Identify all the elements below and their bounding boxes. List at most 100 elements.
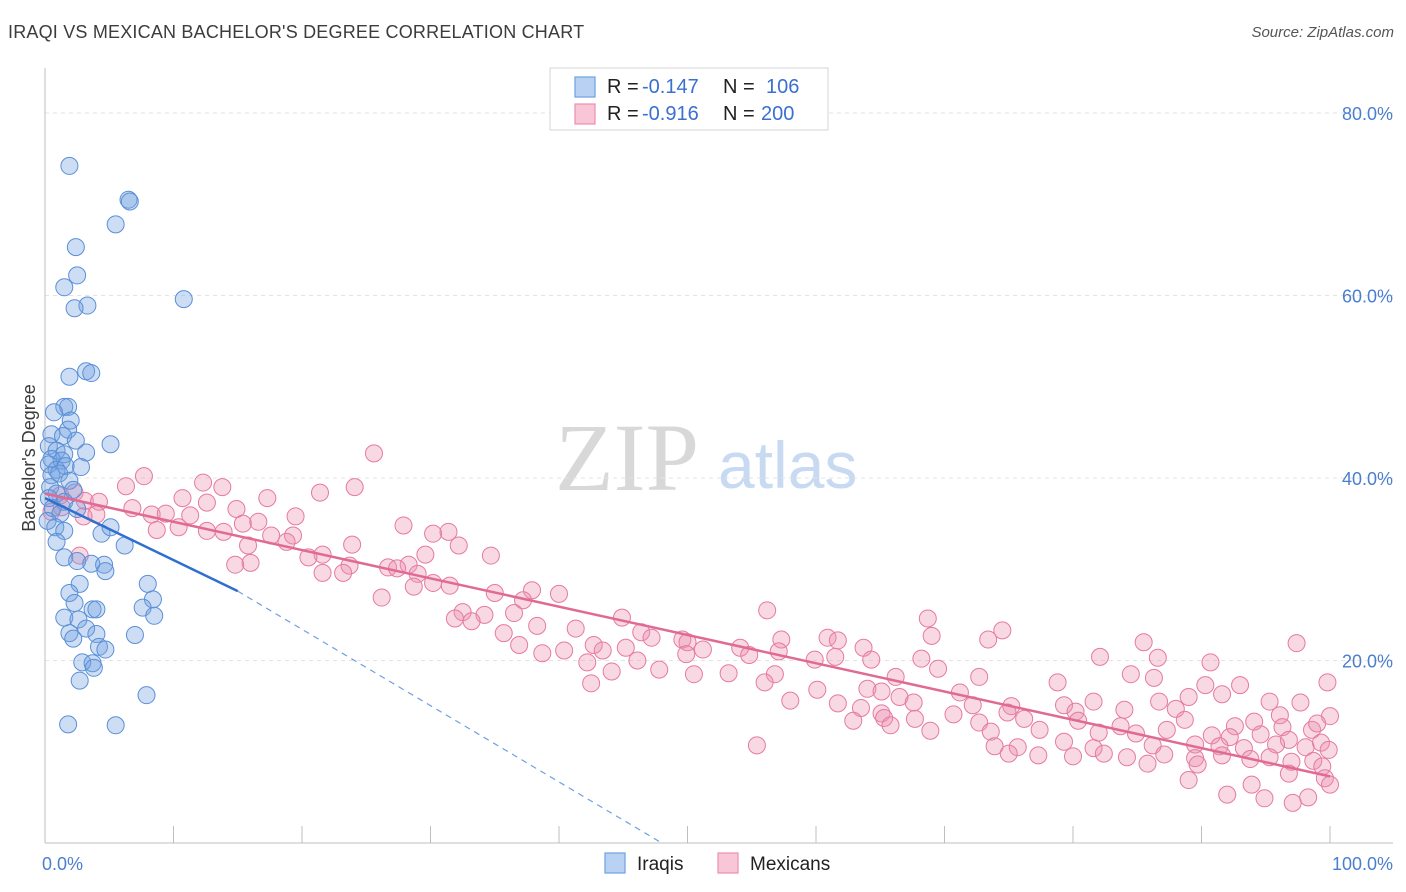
iraqi-point: [73, 653, 92, 672]
watermark-atlas: atlas: [718, 428, 857, 502]
mexican-point: [921, 721, 940, 740]
iraqi-point: [106, 215, 125, 234]
mexican-point: [650, 660, 669, 679]
mexican-point: [1188, 755, 1207, 774]
legend-row2-n-value: 200: [761, 103, 794, 125]
mexican-point: [872, 682, 891, 701]
iraqi-point: [68, 266, 87, 285]
mexican-point: [566, 619, 585, 638]
legend-row1-r-label: R =: [607, 76, 639, 98]
mexican-point: [998, 703, 1017, 722]
mexican-point: [904, 693, 923, 712]
mexican-point: [197, 493, 216, 512]
iraqi-point: [138, 574, 157, 593]
mexican-point: [1220, 728, 1239, 747]
iraqi-point: [65, 594, 84, 613]
iraqi-point: [96, 562, 115, 581]
mexican-point: [394, 516, 413, 535]
iraqi-point: [101, 435, 120, 454]
x-tick-label: 100.0%: [1332, 854, 1393, 874]
iraqi-point: [82, 554, 101, 573]
iraqi-point: [66, 238, 85, 257]
iraqi-point: [56, 457, 75, 476]
mexican-point: [1251, 725, 1270, 744]
mexican-point: [1260, 692, 1279, 711]
iraqi-point: [77, 443, 96, 462]
tick-labels: 20.0% 40.0% 60.0% 80.0% 0.0% 100.0%: [42, 104, 1393, 874]
mexican-point: [993, 621, 1012, 640]
iraqi-point: [145, 606, 164, 625]
legend-row1-r-value: -0.147: [642, 76, 699, 98]
mexican-point: [642, 628, 661, 647]
mexican-point: [449, 536, 468, 555]
mexican-point: [286, 507, 305, 526]
mexican-point: [1231, 676, 1250, 695]
mexican-point: [1242, 775, 1261, 794]
iraqi-point: [55, 278, 74, 297]
iraqi-point: [137, 686, 156, 705]
iraqi-point: [60, 583, 79, 602]
mexican-point: [684, 665, 703, 684]
mexican-point: [677, 645, 696, 664]
bottom-legend-mexicans-swatch: [717, 852, 739, 874]
iraqi-point: [38, 511, 57, 530]
mexican-point: [1175, 710, 1194, 729]
iraqi-point: [60, 156, 79, 175]
mexican-point: [1318, 673, 1337, 692]
y-axis-label: Bachelor's Degree: [19, 384, 39, 532]
mexican-point: [528, 616, 547, 635]
mexican-point: [981, 722, 1000, 741]
mexican-point: [439, 522, 458, 541]
iraqi-point: [60, 471, 79, 490]
iraqi-point: [68, 552, 87, 571]
mexican-point: [147, 521, 166, 540]
mexicans-trend-line: [44, 492, 1331, 778]
mexican-point: [999, 744, 1018, 763]
mexican-point: [755, 673, 774, 692]
mexican-point: [258, 489, 277, 508]
mexican-point: [1138, 754, 1157, 773]
mexican-point: [481, 546, 500, 565]
mexican-point: [310, 483, 329, 502]
axes: [44, 68, 1393, 844]
mexican-point: [1117, 748, 1136, 767]
mexican-point: [740, 646, 759, 665]
iraqi-point: [42, 425, 61, 444]
mexican-point: [1287, 634, 1306, 653]
mexican-point: [929, 659, 948, 678]
mexican-point: [134, 467, 153, 486]
mexican-point: [582, 674, 601, 693]
mexican-point: [828, 694, 847, 713]
mexican-point: [1321, 775, 1339, 794]
mexican-point: [772, 630, 791, 649]
x-tick-label: 0.0%: [42, 854, 83, 874]
mexican-point: [1008, 738, 1027, 757]
mexican-point: [1283, 793, 1302, 812]
legend-row2-r-label: R =: [607, 103, 639, 125]
iraqi-point: [50, 464, 69, 483]
mexican-point: [1308, 714, 1327, 733]
mexican-point: [1196, 676, 1215, 695]
grid-lines: [45, 112, 1393, 661]
mexican-point: [1319, 740, 1338, 759]
iraqi-point: [125, 625, 144, 644]
mexican-point: [494, 624, 513, 643]
mexican-point: [181, 506, 200, 525]
mexican-point: [194, 473, 213, 492]
mexican-point: [555, 641, 574, 660]
iraqi-point: [46, 518, 65, 537]
mexican-point: [1121, 665, 1140, 684]
mexican-point: [1134, 633, 1153, 652]
mexican-point: [1213, 746, 1232, 765]
mexican-point: [970, 667, 989, 686]
watermark-zip: ZIP: [555, 404, 699, 511]
mexican-point: [1291, 693, 1310, 712]
legend-row2-r-value: -0.916: [642, 103, 699, 125]
mexican-point: [1048, 673, 1067, 692]
iraqi-point: [69, 610, 88, 629]
mexican-point: [372, 588, 391, 607]
iraqi-point: [64, 629, 83, 648]
mexican-point: [858, 679, 877, 698]
mexican-point: [593, 641, 612, 660]
